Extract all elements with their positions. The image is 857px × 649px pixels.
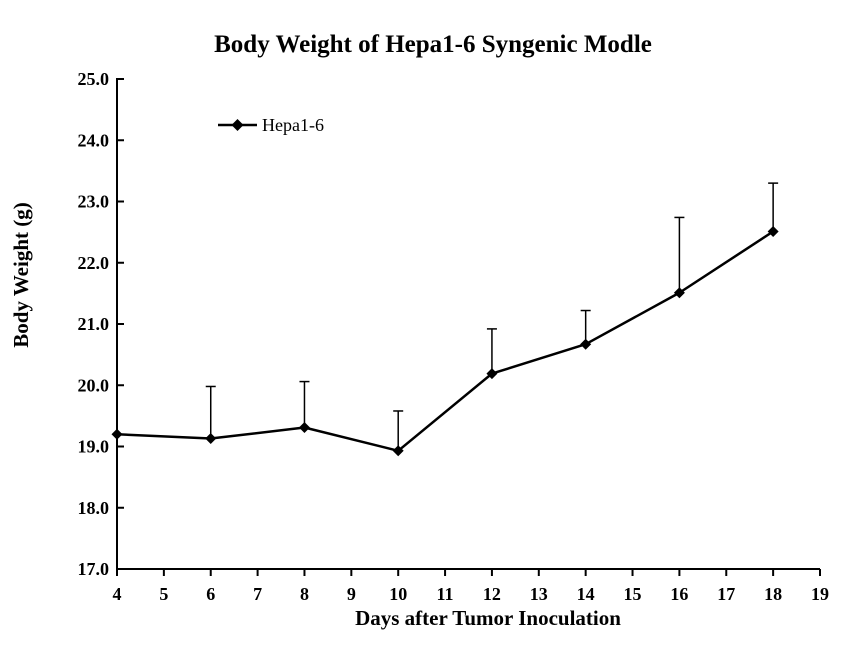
x-tick-label: 16	[670, 584, 688, 604]
x-tick-label: 19	[811, 584, 829, 604]
x-tick-label: 13	[530, 584, 548, 604]
y-tick-label: 23.0	[78, 192, 110, 212]
x-tick-label: 18	[764, 584, 782, 604]
y-tick-label: 22.0	[78, 253, 110, 273]
x-tick-label: 9	[347, 584, 356, 604]
x-tick-label: 12	[483, 584, 501, 604]
x-tick-label: 5	[159, 584, 168, 604]
plot-area: 17.0 18.0 19.0 20.0 21.0 22.0 23.0 24.0 25.0 4 5 6 7…	[78, 69, 830, 604]
data-point	[111, 428, 123, 440]
y-tick-label: 20.0	[78, 375, 110, 395]
data-point	[673, 287, 685, 299]
y-tick-label: 25.0	[78, 69, 110, 89]
x-tick-label: 6	[206, 584, 215, 604]
x-tick-label: 4	[113, 584, 122, 604]
x-tick-label: 14	[577, 584, 595, 604]
y-tick-label: 17.0	[78, 559, 110, 579]
legend-marker	[231, 119, 244, 131]
series-line	[116, 230, 774, 453]
y-axis-label: Body Weight (g)	[9, 202, 33, 347]
legend-label: Hepa1-6	[262, 115, 324, 135]
x-tick-label: 8	[300, 584, 309, 604]
x-tick-label: 7	[253, 584, 262, 604]
y-tick-label: 24.0	[78, 130, 110, 150]
x-tick-label: 10	[389, 584, 407, 604]
y-tick-label: 19.0	[78, 437, 110, 457]
data-point	[580, 338, 592, 350]
x-axis-label: Days after Tumor Inoculation	[355, 606, 621, 630]
chart-title: Body Weight of Hepa1-6 Syngenic Modle	[214, 31, 652, 58]
y-tick-label: 21.0	[78, 314, 110, 334]
data-point	[486, 368, 498, 380]
legend: Hepa1-6	[218, 115, 324, 135]
x-tick-label: 11	[437, 584, 454, 604]
y-tick-label: 18.0	[78, 498, 110, 518]
data-point	[298, 422, 310, 434]
x-tick-label: 17	[717, 584, 735, 604]
data-point	[205, 433, 217, 445]
data-point	[767, 226, 779, 238]
data-point	[392, 445, 404, 457]
x-tick-label: 15	[624, 584, 642, 604]
